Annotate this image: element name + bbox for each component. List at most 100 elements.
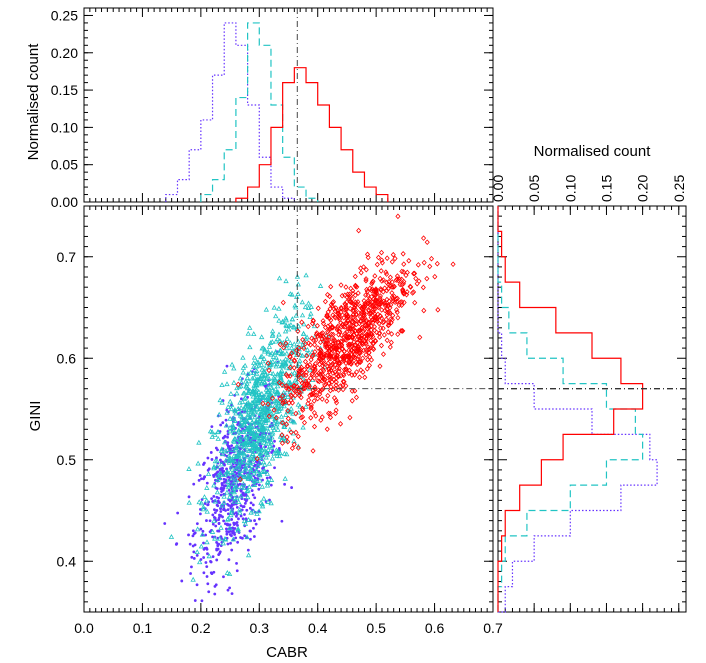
scatter-point — [289, 291, 295, 297]
scatter-point — [365, 292, 371, 299]
scatter-point — [268, 444, 275, 450]
scatter-point — [238, 493, 244, 499]
scatter-point — [226, 441, 230, 445]
scatter-point — [210, 458, 214, 461]
scatter-point — [321, 360, 327, 367]
scatter-point — [283, 383, 290, 389]
top-histogram-y-label: Normalised count — [25, 43, 42, 161]
scatter-point — [223, 434, 227, 438]
scatter-point — [254, 376, 260, 382]
scatter-point — [370, 309, 376, 315]
scatter-point — [284, 373, 291, 379]
scatter-point — [315, 345, 321, 351]
scatter-point — [230, 518, 234, 521]
scatter-point — [275, 401, 282, 407]
scatter-point — [247, 344, 253, 350]
scatter-point — [435, 307, 441, 313]
scatter-point — [280, 519, 284, 523]
scatter-point — [312, 361, 318, 367]
scatter-point — [325, 291, 331, 298]
scatter-point — [282, 475, 288, 481]
scatter-point — [295, 328, 301, 335]
x-tick-label: 0.6 — [425, 620, 445, 636]
scatter-point — [295, 385, 302, 392]
scatter-point — [376, 320, 382, 327]
scatter-point — [231, 531, 235, 535]
right-x-tick-label: 0.05 — [526, 175, 542, 202]
scatter-point — [236, 540, 240, 544]
scatter-point — [295, 433, 301, 440]
scatter-point — [225, 482, 232, 488]
scatter-point — [244, 534, 250, 540]
scatter-point — [224, 489, 230, 495]
scatter-point — [326, 337, 332, 343]
scatter-point — [335, 339, 341, 345]
scatter-point — [347, 299, 354, 305]
scatter-point — [361, 347, 367, 354]
scatter-point — [224, 570, 231, 575]
scatter-point — [250, 441, 256, 447]
scatter-point — [308, 404, 314, 411]
scatter-point — [263, 454, 269, 460]
scatter-points — [163, 213, 456, 603]
scatter-point — [230, 548, 234, 552]
scatter-point — [274, 409, 280, 414]
scatter-point — [245, 494, 251, 500]
scatter-point — [395, 314, 401, 321]
scatter-point — [262, 365, 268, 371]
scatter-point — [228, 512, 234, 518]
scatter-point — [304, 380, 310, 386]
series-red-diamonds — [235, 213, 456, 483]
scatter-point — [311, 375, 317, 381]
x-axis-label: CABR — [266, 644, 308, 661]
scatter-point — [258, 361, 265, 367]
scatter-point — [245, 475, 251, 481]
scatter-point — [191, 534, 195, 538]
scatter-point — [387, 274, 393, 281]
scatter-point — [250, 400, 256, 406]
scatter-point — [212, 473, 215, 477]
scatter-point — [270, 354, 277, 359]
scatter-point — [222, 536, 228, 541]
scatter-point — [299, 299, 306, 305]
scatter-point — [285, 438, 291, 445]
scatter-point — [250, 451, 256, 457]
scatter-point — [203, 475, 207, 479]
scatter-point — [397, 299, 403, 306]
scatter-point — [192, 482, 196, 486]
scatter-point — [385, 329, 391, 335]
scatter-point — [367, 354, 373, 360]
scatter-point — [215, 503, 219, 507]
scatter-point — [315, 387, 321, 394]
scatter-point — [245, 425, 251, 431]
scatter-point — [274, 389, 280, 394]
scatter-point — [233, 453, 239, 459]
scatter-point — [225, 530, 229, 533]
scatter-point — [257, 406, 263, 411]
scatter-point — [263, 441, 269, 446]
scatter-point — [245, 371, 251, 377]
scatter-point — [355, 333, 361, 340]
scatter-point — [341, 315, 347, 321]
scatter-point — [288, 417, 294, 423]
scatter-point — [230, 470, 236, 475]
scatter-point — [255, 416, 261, 421]
y-axis-label: GINI — [27, 401, 44, 432]
scatter-point — [325, 328, 331, 335]
scatter-point — [196, 559, 203, 565]
scatter-point — [280, 393, 286, 399]
scatter-point — [244, 446, 250, 452]
scatter-point — [232, 407, 238, 412]
scatter-point — [364, 288, 370, 295]
scatter-point — [378, 268, 384, 274]
scatter-point — [261, 395, 267, 401]
scatter-point — [227, 469, 234, 474]
right-x-tick-label: 0.15 — [598, 175, 614, 202]
scatter-panel: 0.0 0.1 0.2 0.3 0.4 0.5 0.6 0.7 0.4 0.5 0.6 0.7 — [57, 205, 503, 636]
scatter-point — [370, 306, 376, 313]
scatter-point — [360, 355, 366, 362]
scatter-point — [254, 522, 258, 526]
scatter-point — [249, 419, 256, 425]
scatter-point — [226, 494, 233, 500]
scatter-point — [287, 291, 294, 296]
